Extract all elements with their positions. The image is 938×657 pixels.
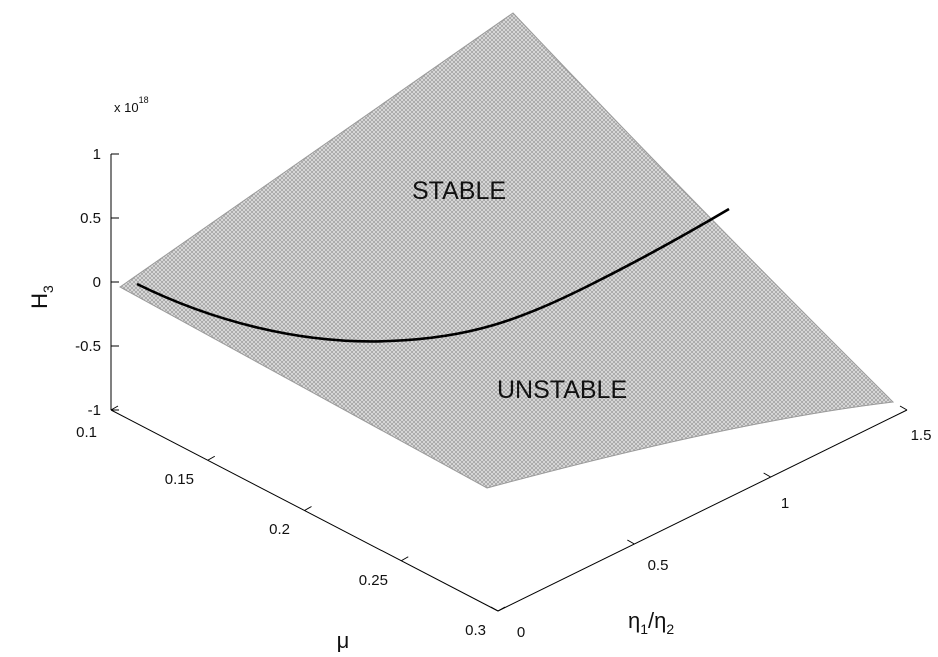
eta-tick-mark <box>763 472 771 478</box>
mu-tick-mark <box>401 556 409 562</box>
stable-region-label: STABLE <box>412 177 506 205</box>
eta-tick-labels: 0 0.5 1 1.5 <box>517 427 932 641</box>
z-scale-multiplier: x 1018 <box>114 95 149 115</box>
eta-tick-label: 1.5 <box>911 427 932 444</box>
eta-axis-label: η1/η2 <box>628 608 674 637</box>
mu-tick-labels: 0.1 0.15 0.2 0.25 0.3 <box>76 424 486 639</box>
eta-tick-label: 1 <box>781 495 789 512</box>
z-tick-label: 0 <box>93 274 101 291</box>
mu-tick-label: 0.1 <box>76 424 97 441</box>
eta-tick-label: 0.5 <box>648 557 669 574</box>
mu-tick-mark <box>497 606 506 612</box>
z-tick-label: -1 <box>88 402 101 419</box>
mu-tick-label: 0.2 <box>269 521 290 538</box>
eta-tick-mark <box>627 539 635 545</box>
eta-tick-mark <box>899 405 908 411</box>
z-tick-label: 1 <box>93 146 101 163</box>
mu-tick-label: 0.25 <box>359 572 388 589</box>
unstable-region-label: UNSTABLE <box>497 376 627 404</box>
eta-tick-label: 0 <box>517 624 525 641</box>
mu-axis-label: μ <box>337 628 350 653</box>
z-tick-label: -0.5 <box>75 338 101 355</box>
tick-marks <box>110 153 908 612</box>
surface-sheet <box>119 12 895 489</box>
z-axis-label: H3 <box>27 285 56 309</box>
mu-tick-mark <box>207 455 215 461</box>
eta-tick-mark <box>490 606 499 612</box>
mu-tick-mark <box>304 506 312 511</box>
mu-tick-label: 0.15 <box>165 471 194 488</box>
mu-tick-mark <box>110 405 119 411</box>
neutral-stability-curve <box>136 207 730 343</box>
eta-axis-line <box>497 409 908 612</box>
z-tick-labels: 1 0.5 0 -0.5 -1 <box>75 146 101 419</box>
z-tick-label: 0.5 <box>80 210 101 227</box>
mu-tick-label: 0.3 <box>465 622 486 639</box>
